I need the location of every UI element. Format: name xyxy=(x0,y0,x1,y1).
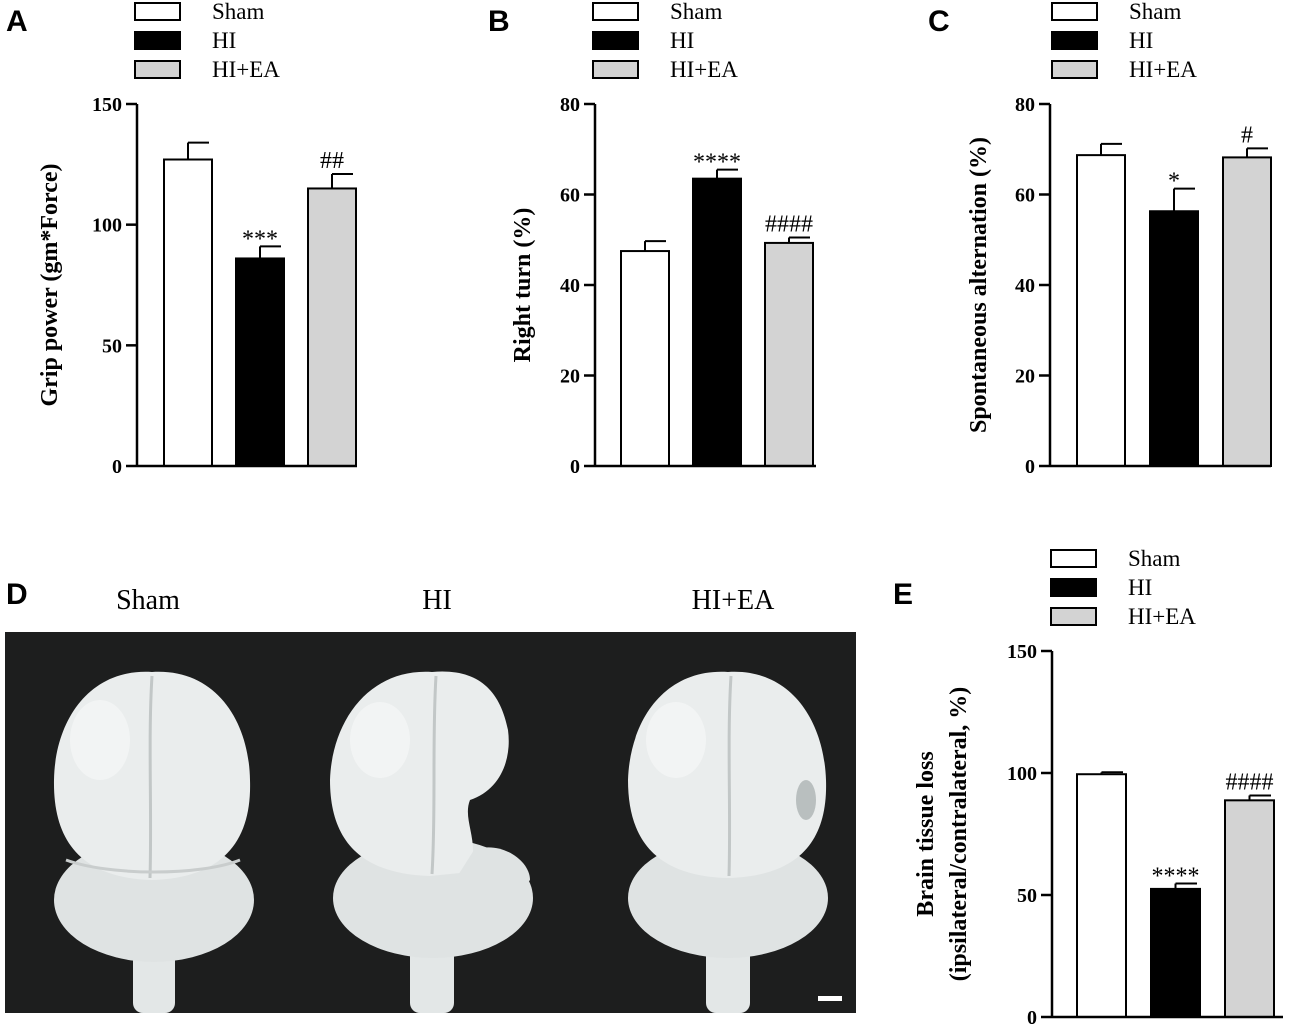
legend-swatch-a-2 xyxy=(134,60,181,79)
panel-letter-e: E xyxy=(893,578,913,611)
bar-c-1 xyxy=(1149,210,1199,467)
y-tick-label-b-2: 40 xyxy=(560,275,580,297)
legend-label-a-1: HI xyxy=(212,28,236,53)
y-axis-label-2-e: (ipsilateral/contralateral, %) xyxy=(946,687,972,982)
y-axis-label-a: Grip power (gm*Force) xyxy=(37,163,63,406)
photo-label-hi: HI xyxy=(422,585,452,616)
bar-b-2 xyxy=(764,241,814,467)
legend-swatch-e-2 xyxy=(1050,607,1097,626)
legend-swatch-c-0 xyxy=(1051,2,1098,21)
bar-b-0 xyxy=(620,250,670,467)
y-tick-label-e-3: 150 xyxy=(1007,641,1037,663)
y-tick-label-a-0: 0 xyxy=(112,456,122,478)
bar-e-2 xyxy=(1224,799,1275,1018)
panel-letter-c: C xyxy=(928,5,950,38)
y-axis-label-c: Spontaneous alternation (%) xyxy=(966,137,992,433)
legend-swatch-c-1 xyxy=(1051,31,1098,50)
legend-label-a-2: HI+EA xyxy=(212,57,280,82)
charts-layer: A Sham HI HI+EA *** ## 0 50 100 150 Grip power (gm… xyxy=(6,0,1283,1029)
y-tick-label-e-2: 100 xyxy=(1007,763,1037,785)
chart-panel-c: C Sham HI HI+EA * #0 20 40 60 80 Spontaneous alter… xyxy=(928,0,1272,478)
bar-c-2 xyxy=(1222,156,1272,468)
significance-label-c-2: # xyxy=(1241,122,1253,148)
y-axis-label-b: Right turn (%) xyxy=(510,208,536,363)
significance-label-b-1: **** xyxy=(693,150,741,176)
significance-label-e-2: #### xyxy=(1226,769,1274,795)
y-tick-label-a-3: 150 xyxy=(92,94,122,116)
legend-swatch-b-2 xyxy=(592,60,639,79)
chart-panel-b: B Sham HI HI+EA **** #### 0 20 40 60 80 Right turn … xyxy=(488,0,816,478)
brain-photo-panel: D Sham HI HI+EA xyxy=(5,578,856,1013)
legend-label-e-0: Sham xyxy=(1128,546,1181,571)
chart-panel-a: A Sham HI HI+EA *** ## 0 50 100 150 Grip power (gm… xyxy=(6,0,357,478)
photo-label-sham: Sham xyxy=(116,585,180,616)
y-tick-label-e-0: 0 xyxy=(1027,1007,1037,1029)
legend-swatch-a-0 xyxy=(134,2,181,21)
legend-label-c-0: Sham xyxy=(1129,0,1182,24)
legend-label-e-1: HI xyxy=(1128,575,1152,600)
legend-label-a-0: Sham xyxy=(212,0,265,24)
bar-e-0 xyxy=(1076,773,1127,1018)
legend-label-c-1: HI xyxy=(1129,28,1153,53)
y-axis-label-e: Brain tissue loss xyxy=(913,751,939,916)
panel-letter-b: B xyxy=(488,5,510,38)
legend-label-c-2: HI+EA xyxy=(1129,57,1197,82)
y-tick-label-b-3: 60 xyxy=(560,185,580,207)
y-tick-label-c-1: 20 xyxy=(1015,366,1035,388)
significance-label-c-1: * xyxy=(1168,169,1180,195)
significance-label-a-2: ## xyxy=(320,148,344,174)
significance-label-a-1: *** xyxy=(242,226,278,252)
bar-a-1 xyxy=(235,257,285,467)
photo-label-hi-ea: HI+EA xyxy=(692,585,775,616)
significance-label-b-2: #### xyxy=(765,211,813,237)
scale-bar xyxy=(818,996,842,1001)
legend-swatch-b-1 xyxy=(592,31,639,50)
chart-panel-e: E Sham HI HI+EA **** #### 0 50 100 150 Brain tissu… xyxy=(893,546,1283,1029)
legend-swatch-b-0 xyxy=(592,2,639,21)
brain-image-hi xyxy=(330,671,533,1013)
y-tick-label-c-4: 80 xyxy=(1015,94,1035,116)
legend-swatch-c-2 xyxy=(1051,60,1098,79)
panel-letter-a: A xyxy=(6,5,28,38)
panel-letter-d: D xyxy=(6,578,28,611)
bar-c-0 xyxy=(1076,154,1126,467)
y-tick-label-e-1: 50 xyxy=(1017,885,1037,907)
y-tick-label-c-2: 40 xyxy=(1015,275,1035,297)
legend-label-b-0: Sham xyxy=(670,0,723,24)
y-tick-label-b-4: 80 xyxy=(560,94,580,116)
y-tick-label-a-1: 50 xyxy=(102,335,122,357)
y-tick-label-b-1: 20 xyxy=(560,366,580,388)
legend-swatch-a-1 xyxy=(134,31,181,50)
legend-swatch-e-1 xyxy=(1050,578,1097,597)
legend-label-b-1: HI xyxy=(670,28,694,53)
bar-a-2 xyxy=(307,187,357,467)
legend-label-e-2: HI+EA xyxy=(1128,604,1196,629)
y-tick-label-a-2: 100 xyxy=(92,215,122,237)
legend-label-b-2: HI+EA xyxy=(670,57,738,82)
bar-a-0 xyxy=(163,158,213,468)
legend-swatch-e-0 xyxy=(1050,549,1097,568)
significance-label-e-1: **** xyxy=(1152,864,1200,890)
bar-e-1 xyxy=(1150,887,1201,1019)
brain-image-sham xyxy=(53,671,254,1013)
y-tick-label-b-0: 0 xyxy=(570,456,580,478)
brain-image-hi-ea xyxy=(628,671,828,1013)
y-tick-label-c-3: 60 xyxy=(1015,185,1035,207)
bar-b-1 xyxy=(692,177,742,467)
y-tick-label-c-0: 0 xyxy=(1025,456,1035,478)
